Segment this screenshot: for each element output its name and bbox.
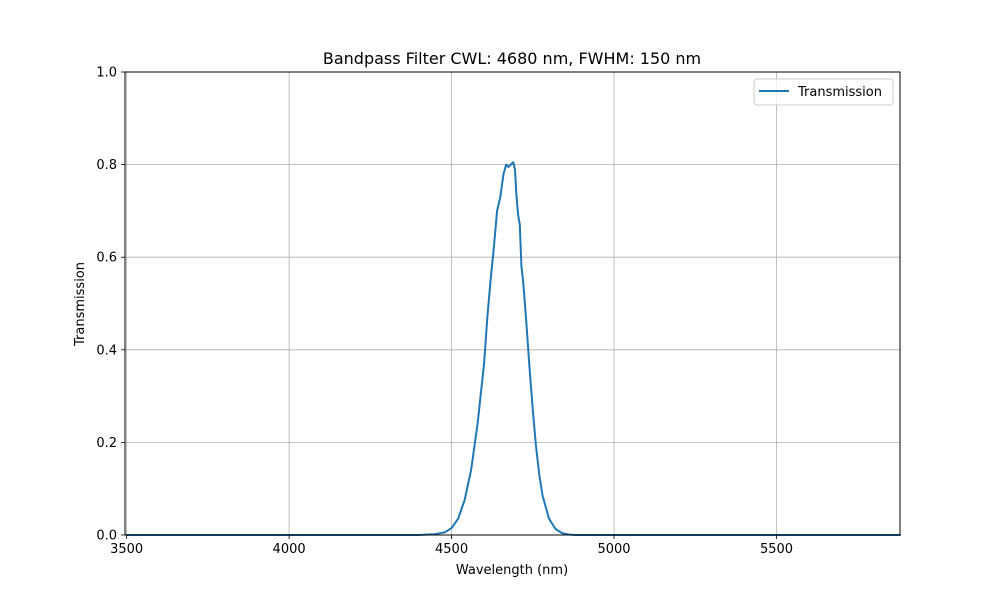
y-tick-label: 0.0	[96, 529, 117, 544]
x-tick-label: 3500	[110, 542, 143, 557]
x-tick-label: 5500	[760, 542, 793, 557]
x-tick-label: 4000	[273, 542, 306, 557]
legend-box	[753, 78, 894, 106]
y-tick-label: 0.4	[96, 343, 117, 358]
axes-frame	[124, 71, 901, 536]
x-axis-label: Wavelength (nm)	[456, 563, 568, 578]
axis-ticks: 3500 4000 4500 5000 5500 0.0 0.2 0.4 0.6 0.8 1.0	[96, 66, 793, 558]
series-line-transmission	[125, 161, 901, 536]
chart-title: Bandpass Filter CWL: 4680 nm, FWHM: 150 …	[323, 49, 701, 68]
x-tick-label: 5000	[597, 542, 630, 557]
y-tick-label: 1.0	[96, 66, 117, 81]
legend-label: Transmission	[797, 85, 882, 100]
x-tick-label: 4500	[435, 542, 468, 557]
y-tick-label: 0.6	[96, 251, 117, 266]
y-tick-label: 0.8	[96, 158, 117, 173]
y-tick-label: 0.2	[96, 436, 117, 451]
y-axis-label: Transmission	[73, 262, 88, 347]
legend: Transmission	[753, 78, 894, 106]
plot-area	[125, 161, 901, 536]
